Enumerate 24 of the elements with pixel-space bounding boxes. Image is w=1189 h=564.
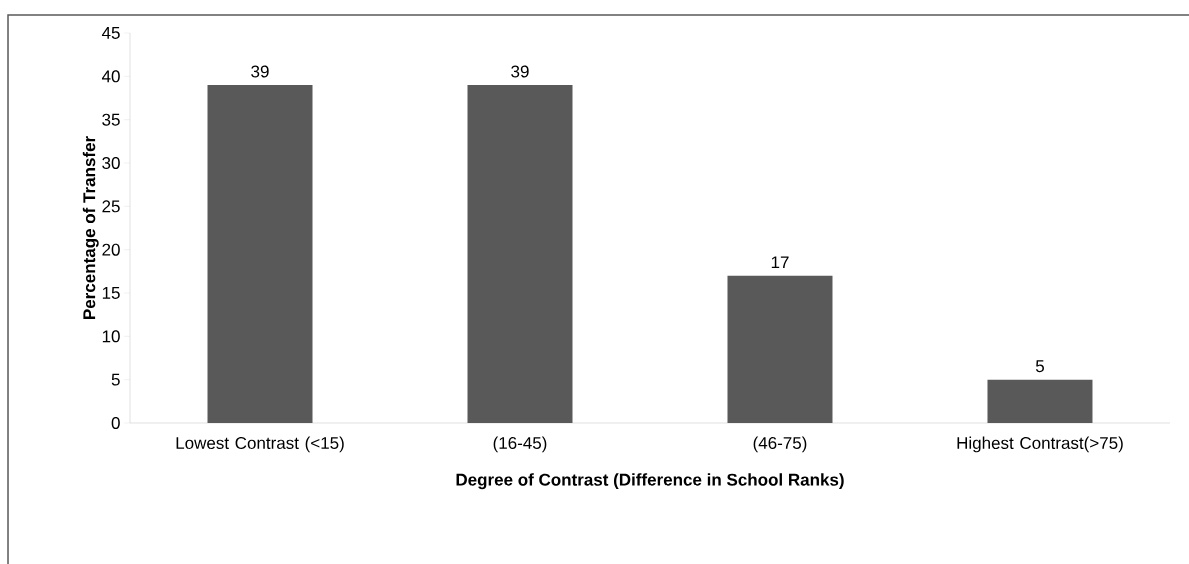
data-label: 39 [511, 65, 529, 78]
y-tick-label: 10 [102, 330, 120, 343]
x-tick-label: (46-75) [753, 436, 807, 453]
data-label: 17 [771, 256, 789, 269]
y-tick-label: 35 [102, 113, 120, 126]
x-tick-label: Highest Contrast(>75) [957, 436, 1123, 453]
bar [727, 275, 833, 423]
x-axis-title: Degree of Contrast (Difference in School Ranks) [456, 473, 844, 490]
y-tick-label: 45 [101, 27, 120, 39]
y-tick-label: 25 [102, 200, 120, 213]
bar [467, 85, 573, 423]
y-tick-label: 30 [102, 156, 120, 170]
y-tick-label: 15 [102, 287, 120, 299]
bar [207, 85, 313, 423]
x-tick-label: (16-45) [493, 436, 547, 453]
y-tick-label: 20 [102, 243, 120, 256]
data-label: 39 [251, 65, 269, 78]
y-tick-label: 40 [101, 70, 120, 83]
x-tick-label: Lowest Contrast (<15) [176, 436, 344, 453]
bar [987, 379, 1093, 423]
y-tick-label: 5 [111, 373, 120, 386]
y-axis-title: Percentage of Transfer [82, 136, 99, 319]
y-tick-label: 0 [111, 416, 120, 430]
data-label: 5 [1035, 360, 1044, 373]
